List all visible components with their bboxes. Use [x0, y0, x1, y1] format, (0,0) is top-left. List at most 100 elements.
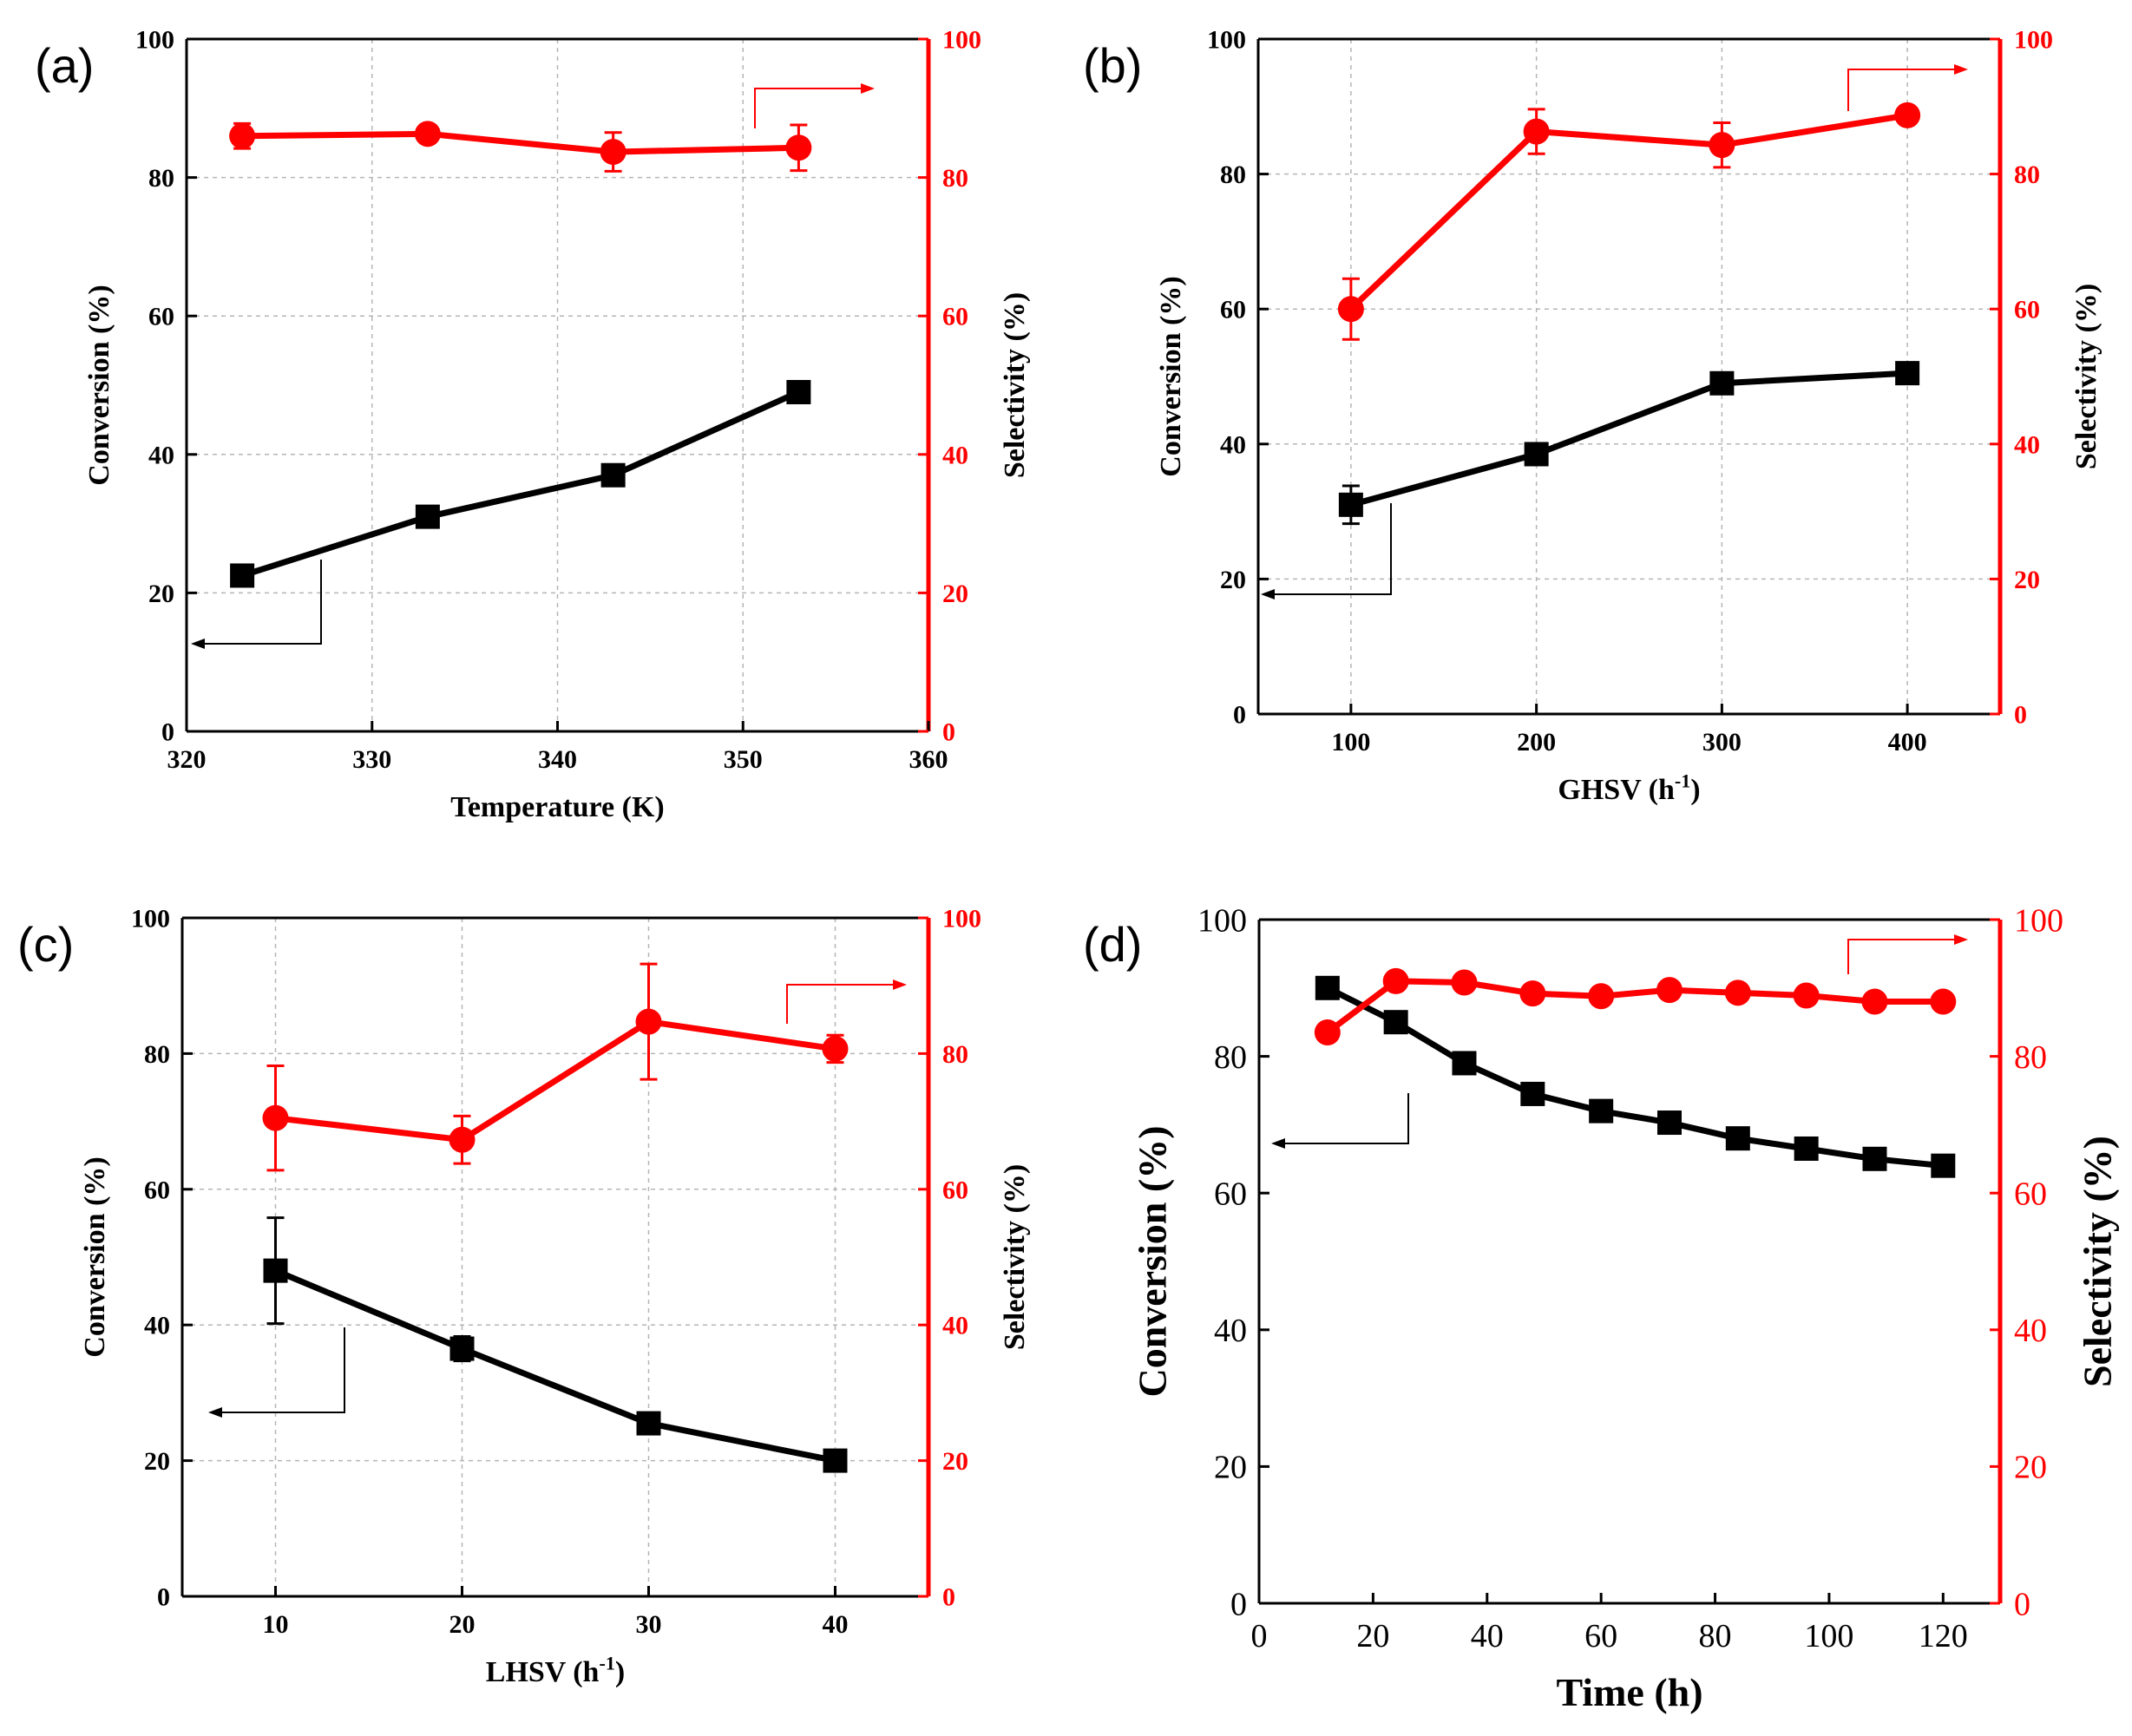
- left-axis-arrowhead: [1261, 589, 1275, 599]
- x-tick-label: 20: [1356, 1618, 1389, 1654]
- conversion-point: [1725, 1126, 1750, 1151]
- left-axis-arrow: [220, 1327, 345, 1413]
- y-tick-label: 0: [1230, 1586, 1247, 1622]
- conversion-point: [786, 379, 811, 404]
- y2-tick-label: 80: [942, 1040, 968, 1069]
- x-tick-label: 300: [1702, 728, 1742, 757]
- x-tick-label: 340: [538, 745, 577, 774]
- x-axis-title: Temperature (K): [450, 791, 664, 823]
- y2-tick-label: 100: [2014, 26, 2053, 55]
- y-tick-label: 40: [148, 441, 174, 469]
- y-tick-label: 100: [1207, 26, 1246, 55]
- left-axis-arrow: [1283, 1093, 1409, 1144]
- selectivity-point: [262, 1104, 289, 1131]
- chart-panel-1: (a)320 330 340 350 3600204060801000204060801…: [35, 26, 1031, 824]
- selectivity-point: [229, 122, 256, 149]
- conversion-point: [1895, 361, 1920, 386]
- y-tick-label: 40: [1214, 1313, 1247, 1349]
- x-tick-label: 40: [823, 1610, 849, 1639]
- y-tick-label: 60: [1220, 296, 1246, 324]
- right-axis-arrowhead: [1954, 934, 1968, 945]
- selectivity-point: [414, 121, 441, 147]
- conversion-point: [1452, 1051, 1477, 1076]
- left-axis-arrowhead: [191, 639, 205, 649]
- y-tick-label: 20: [148, 580, 174, 608]
- y2-tick-label: 40: [2014, 1313, 2047, 1349]
- selectivity-line: [242, 130, 799, 155]
- selectivity-point: [1793, 982, 1820, 1009]
- y-tick-label: 100: [135, 26, 174, 55]
- y2-tick-label: 20: [942, 1447, 968, 1476]
- selectivity-point: [1451, 969, 1478, 996]
- selectivity-point: [600, 139, 626, 166]
- y2-tick-label: 60: [2014, 296, 2040, 324]
- y2-tick-label: 0: [2014, 701, 2027, 730]
- y2-tick-label: 40: [2014, 430, 2040, 459]
- y2-tick-label: 60: [2014, 1176, 2047, 1213]
- y2-tick-label: 40: [942, 441, 968, 469]
- y-tick-label: 20: [1214, 1450, 1247, 1486]
- selectivity-point: [1930, 988, 1957, 1015]
- y-tick-label: 0: [157, 1583, 170, 1612]
- y-tick-label: 80: [1214, 1039, 1247, 1076]
- x-tick-label: 400: [1888, 728, 1927, 757]
- selectivity-point: [1656, 977, 1683, 1004]
- right-axis-arrowhead: [1954, 64, 1968, 75]
- conversion-point: [1383, 1010, 1408, 1035]
- y-tick-label: 20: [144, 1447, 170, 1476]
- chart-panel-3: (c) 10 20 30 40 0 20 40 60 80 100 0 20 40 60 80 100 LHSV …: [17, 905, 1031, 1689]
- conversion-line: [274, 1268, 836, 1464]
- x-axis-title: Time (h): [1556, 1670, 1702, 1714]
- selectivity-point: [1314, 1019, 1341, 1046]
- conversion-point: [600, 462, 626, 488]
- x-tick-label: 10: [263, 1610, 289, 1639]
- y2-tick-label: 20: [2014, 1450, 2047, 1486]
- x-tick-label: 100: [1804, 1618, 1853, 1654]
- y2-tick-label: 40: [942, 1312, 968, 1340]
- y2-tick-label: 0: [2014, 1586, 2030, 1622]
- panel-label: (b): [1083, 38, 1142, 93]
- panel-label: (d): [1083, 917, 1142, 972]
- y-tick-label: 80: [148, 164, 174, 193]
- x-tick-label: 320: [167, 745, 207, 774]
- conversion-point: [1338, 492, 1363, 517]
- conversion-point: [1520, 1081, 1545, 1106]
- conversion-point: [1794, 1136, 1819, 1161]
- y-axis-title: Conversion (%): [83, 285, 115, 485]
- x-tick-label: 60: [1584, 1618, 1617, 1654]
- y2-tick-label: 60: [942, 303, 968, 331]
- conversion-point: [1524, 442, 1549, 467]
- x-axis-title: LHSV (h-1): [486, 1652, 625, 1688]
- y2-tick-label: 80: [942, 164, 968, 193]
- y2-tick-label: 80: [2014, 1039, 2047, 1076]
- y-tick-label: 60: [144, 1176, 170, 1204]
- x-tick-label: 30: [636, 1610, 662, 1639]
- y2-tick-label: 0: [942, 718, 955, 747]
- x-tick-label: 0: [1251, 1618, 1268, 1654]
- selectivity-point: [1523, 118, 1550, 145]
- y-axis-title: Conversion (%): [79, 1156, 111, 1357]
- y-axis-title: Conversion (%): [1155, 276, 1187, 476]
- right-axis-arrow: [1847, 69, 1956, 111]
- selectivity-point: [449, 1126, 476, 1153]
- y2-axis-title: Selectivity (%): [999, 292, 1031, 478]
- x-tick-label: 100: [1331, 728, 1370, 757]
- x-tick-label: 330: [352, 745, 391, 774]
- x-tick-label: 20: [449, 1610, 476, 1639]
- x-axis-title: GHSV (h-1): [1558, 770, 1700, 806]
- conversion-point: [1315, 975, 1340, 1000]
- y2-axis-title: Selectivity (%): [999, 1164, 1031, 1350]
- y-tick-label: 0: [161, 718, 174, 747]
- chart-panel-2: (b) 100 200 300 400 0 20 40 60 80 100 0 20 40 60 80 100 G…: [1083, 26, 2102, 807]
- right-axis-arrowhead: [893, 979, 907, 990]
- conversion-point: [230, 563, 255, 588]
- conversion-point: [1589, 1098, 1614, 1123]
- right-axis-arrow: [1847, 939, 1956, 974]
- y2-tick-label: 60: [942, 1176, 968, 1204]
- x-tick-label: 40: [1471, 1618, 1504, 1654]
- selectivity-point: [1724, 979, 1751, 1006]
- y-tick-label: 40: [1220, 430, 1246, 459]
- selectivity-line: [275, 1019, 836, 1143]
- y2-tick-label: 80: [2014, 160, 2040, 189]
